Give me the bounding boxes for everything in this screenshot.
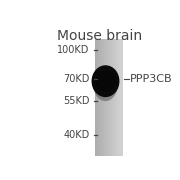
Ellipse shape [92,65,120,97]
Ellipse shape [93,66,118,101]
Text: PPP3CB: PPP3CB [130,74,173,84]
Text: 70KD: 70KD [63,74,89,84]
Text: 100KD: 100KD [57,45,89,55]
Text: 40KD: 40KD [63,130,89,140]
Text: 55KD: 55KD [63,96,89,106]
Text: Mouse brain: Mouse brain [57,28,142,42]
Ellipse shape [95,71,116,92]
